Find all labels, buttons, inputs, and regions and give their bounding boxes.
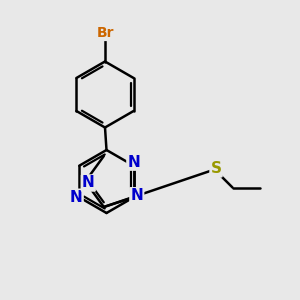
Text: N: N <box>130 188 143 203</box>
Text: N: N <box>128 155 140 170</box>
Text: N: N <box>82 176 95 190</box>
Text: Br: Br <box>96 26 114 40</box>
Text: S: S <box>211 161 221 176</box>
Text: N: N <box>70 190 83 205</box>
